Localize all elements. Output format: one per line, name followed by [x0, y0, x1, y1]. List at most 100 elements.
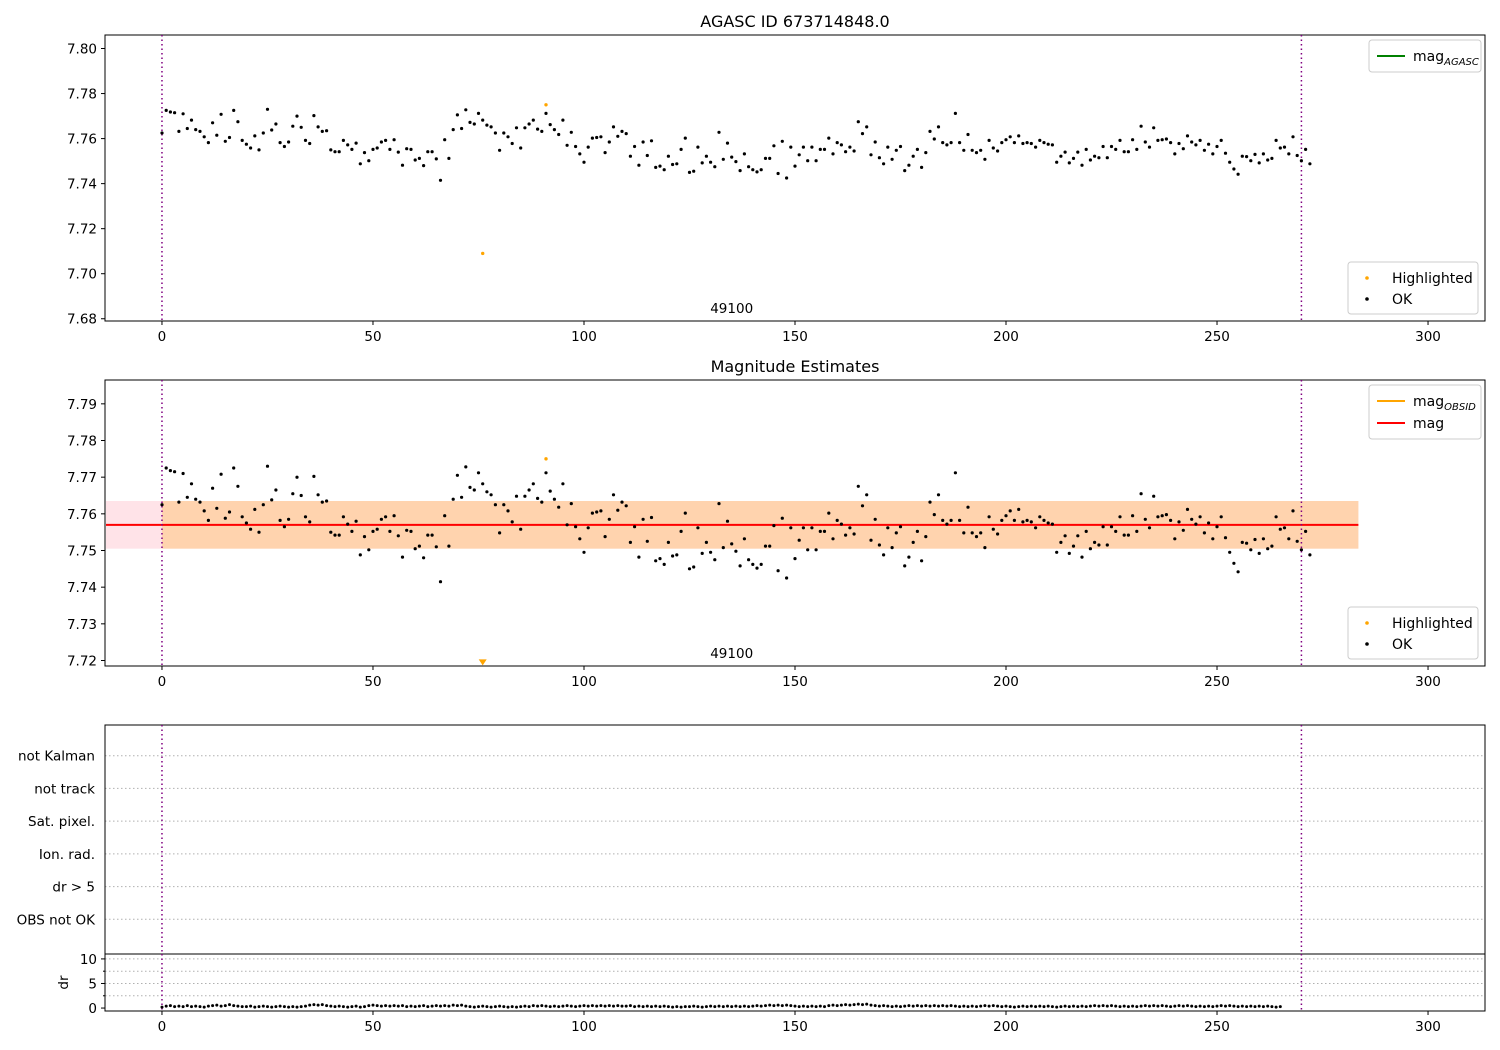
data-point	[590, 511, 595, 515]
x-tick-label: 250	[1204, 674, 1230, 690]
dr-point	[1122, 1004, 1126, 1008]
dr-point	[747, 1005, 751, 1009]
dr-point	[434, 1004, 438, 1008]
dr-point	[945, 1004, 949, 1008]
data-point	[1304, 147, 1308, 151]
dr-point	[666, 1005, 670, 1009]
data-point	[312, 474, 316, 478]
y-tick-label: 7.78	[67, 434, 97, 450]
data-point	[540, 500, 544, 504]
dr-point	[1063, 1004, 1067, 1008]
data-point	[806, 159, 810, 163]
data-point	[996, 532, 1000, 536]
data-point	[430, 533, 434, 537]
data-point	[628, 154, 633, 158]
data-point	[873, 517, 877, 521]
data-point	[1088, 547, 1092, 551]
data-point	[244, 521, 248, 525]
data-point	[1156, 138, 1160, 142]
dr-point	[190, 1005, 193, 1009]
data-point	[675, 162, 679, 166]
data-point	[274, 122, 278, 126]
data-point	[531, 118, 535, 122]
x-tick-label: 200	[993, 329, 1019, 345]
data-point	[1080, 555, 1084, 559]
data-point	[253, 507, 257, 511]
dr-point	[1114, 1004, 1118, 1008]
data-point	[1126, 150, 1130, 154]
data-point	[1287, 537, 1291, 541]
dr-point	[477, 1005, 480, 1009]
dr-point	[742, 1004, 746, 1008]
dr-point	[603, 1004, 607, 1008]
dr-point	[177, 1004, 181, 1008]
dr-point	[578, 1004, 582, 1008]
data-point	[1240, 154, 1244, 158]
dr-point	[713, 1005, 717, 1009]
data-point	[1261, 152, 1265, 156]
dr-point	[624, 1004, 628, 1008]
dr-point	[979, 1004, 983, 1008]
dr-point	[409, 1004, 413, 1008]
dr-point	[983, 1004, 987, 1008]
data-point	[1291, 135, 1295, 139]
data-point	[806, 548, 810, 552]
data-point	[514, 494, 519, 498]
data-point	[763, 156, 768, 160]
data-point	[1143, 517, 1147, 521]
data-point	[426, 150, 430, 154]
dr-point	[443, 1004, 447, 1008]
dr-point	[502, 1005, 506, 1009]
dr-point	[835, 1004, 839, 1008]
dr-point	[219, 1004, 223, 1008]
dr-point	[455, 1004, 459, 1008]
data-point	[755, 170, 759, 174]
x-tick-label: 200	[993, 674, 1019, 690]
dr-point	[451, 1003, 455, 1007]
y-tick-label: 0	[88, 1001, 97, 1017]
data-point	[282, 144, 286, 149]
data-point	[928, 500, 932, 504]
dr-point	[337, 1004, 341, 1008]
data-point	[325, 499, 329, 503]
data-point	[877, 156, 882, 160]
data-point	[1097, 543, 1101, 547]
legend-label-main: mag	[1413, 49, 1444, 65]
data-point	[1202, 148, 1206, 152]
data-point	[785, 576, 789, 580]
dr-point	[274, 1005, 278, 1009]
data-point	[1291, 509, 1295, 513]
dr-point	[472, 1005, 476, 1009]
dr-point	[1257, 1004, 1261, 1008]
data-point	[168, 469, 172, 473]
data-point	[717, 502, 721, 506]
data-point	[865, 125, 869, 129]
data-point	[730, 155, 734, 159]
legend-label: Highlighted	[1392, 616, 1473, 632]
dr-point	[468, 1005, 472, 1009]
dr-point	[1194, 1005, 1198, 1009]
data-point	[1253, 152, 1257, 156]
dr-point	[341, 1005, 345, 1009]
data-point	[704, 154, 709, 158]
legend-label: OK	[1392, 637, 1413, 653]
data-point	[679, 147, 683, 151]
data-point	[1190, 517, 1194, 521]
data-point	[168, 110, 172, 114]
data-point	[194, 497, 198, 501]
dr-point	[181, 1005, 185, 1009]
data-point	[1122, 533, 1126, 537]
dr-point	[481, 1004, 485, 1008]
data-point	[481, 482, 485, 486]
dr-point	[1118, 1005, 1122, 1009]
dr-point	[168, 1004, 172, 1008]
dr-point	[1164, 1004, 1168, 1008]
dr-point	[726, 1004, 729, 1008]
data-point	[700, 551, 704, 556]
data-point	[223, 516, 227, 520]
data-point	[645, 153, 649, 158]
data-point	[1050, 143, 1054, 147]
dr-point	[1261, 1005, 1265, 1009]
data-point	[1008, 135, 1012, 139]
dr-point	[1088, 1004, 1092, 1008]
